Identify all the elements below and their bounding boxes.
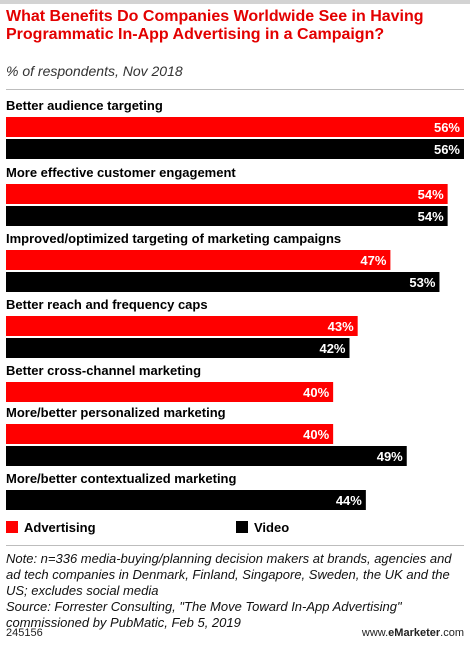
video-bar <box>6 139 464 159</box>
advertising-bar <box>6 117 464 137</box>
top-bar <box>0 0 470 4</box>
advertising-bar <box>6 382 334 402</box>
video-legend-label: Video <box>254 520 289 535</box>
value-label: 56% <box>434 142 460 157</box>
value-label: 43% <box>328 319 354 334</box>
value-label: 44% <box>336 493 362 508</box>
value-label: 40% <box>303 385 329 400</box>
chart-title: What Benefits Do Companies Worldwide See… <box>6 8 424 43</box>
video-bar <box>6 490 366 510</box>
category-label: Better cross-channel marketing <box>6 363 201 378</box>
video-bar <box>6 272 440 292</box>
footer-divider <box>6 545 464 546</box>
advertising-bar <box>6 250 391 270</box>
chart-notes: Note: n=336 media-buying/planning decisi… <box>6 551 466 631</box>
video-bar <box>6 446 407 466</box>
value-label: 40% <box>303 427 329 442</box>
advertising-legend-label: Advertising <box>24 520 96 535</box>
video-legend-swatch <box>236 521 248 533</box>
header-divider <box>6 89 464 90</box>
value-label: 49% <box>377 449 403 464</box>
video-bar <box>6 338 350 358</box>
category-label: More/better personalized marketing <box>6 405 226 420</box>
advertising-bar <box>6 424 334 444</box>
note-text: Note: n=336 media-buying/planning decisi… <box>6 551 452 598</box>
value-label: 42% <box>319 341 345 356</box>
value-label: 54% <box>418 209 444 224</box>
category-label: More effective customer engagement <box>6 165 236 180</box>
category-label: Better reach and frequency caps <box>6 297 208 312</box>
chart-subtitle: % of respondents, Nov 2018 <box>6 63 183 79</box>
video-bar <box>6 206 448 226</box>
category-label: Better audience targeting <box>6 98 163 113</box>
category-label: Improved/optimized targeting of marketin… <box>6 231 341 246</box>
advertising-legend-swatch <box>6 521 18 533</box>
chart-id: 245156 <box>6 627 43 639</box>
bar-chart: Better audience targeting 56% 56% More effe… <box>6 98 464 535</box>
value-label: 53% <box>409 275 435 290</box>
brand-link[interactable]: www.eMarketer.com <box>362 627 464 639</box>
brand-prefix: www. <box>361 627 389 639</box>
category-label: More/better contextualized marketing <box>6 471 236 486</box>
brand-name: eMarketer <box>388 627 441 639</box>
value-label: 56% <box>434 120 460 135</box>
advertising-bar <box>6 316 358 336</box>
source-text: Source: Forrester Consulting, "The Move … <box>6 599 402 630</box>
value-label: 54% <box>418 187 444 202</box>
advertising-bar <box>6 184 448 204</box>
brand-suffix: .com <box>440 627 464 639</box>
value-label: 47% <box>360 253 386 268</box>
